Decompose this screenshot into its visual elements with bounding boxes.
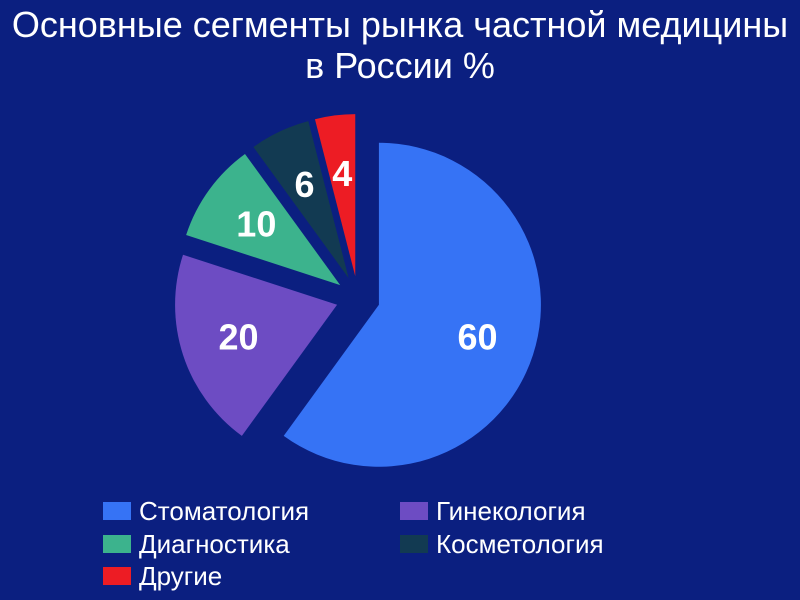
legend-swatch — [103, 567, 131, 585]
legend-swatch — [400, 535, 428, 553]
legend-label: Стоматология — [139, 495, 309, 528]
legend: Стоматология Гинекология Диагностика Космет… — [103, 495, 697, 593]
pie-data-label: 60 — [458, 316, 498, 357]
pie-data-label: 6 — [294, 164, 314, 205]
pie-chart: 60 20 10 64 — [158, 108, 558, 478]
legend-label: Другие — [139, 560, 222, 593]
pie-data-label: 10 — [236, 204, 276, 245]
legend-swatch — [103, 502, 131, 520]
legend-item: Косметология — [400, 528, 697, 561]
slide: Основные сегменты рынка частной медицины… — [0, 0, 800, 600]
legend-label: Диагностика — [139, 528, 290, 561]
pie-data-label: 20 — [218, 316, 258, 357]
chart-title: Основные сегменты рынка частной медицины… — [0, 4, 800, 87]
legend-item: Стоматология — [103, 495, 400, 528]
legend-swatch — [400, 502, 428, 520]
legend-swatch — [103, 535, 131, 553]
legend-label: Гинекология — [436, 495, 586, 528]
legend-item: Гинекология — [400, 495, 697, 528]
legend-label: Косметология — [436, 528, 604, 561]
legend-item: Другие — [103, 560, 400, 593]
pie-data-label: 4 — [332, 153, 352, 194]
legend-item: Диагностика — [103, 528, 400, 561]
